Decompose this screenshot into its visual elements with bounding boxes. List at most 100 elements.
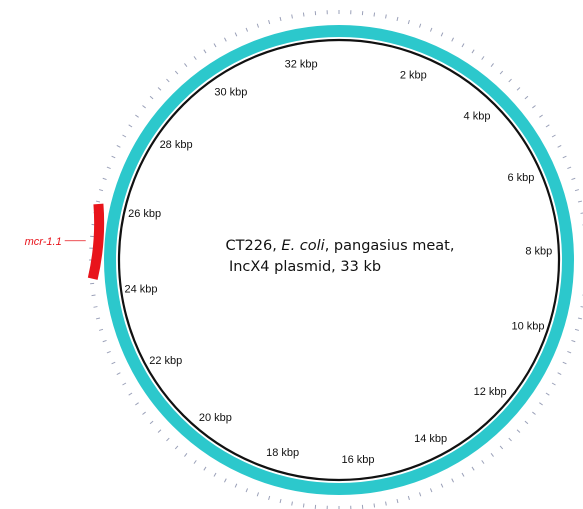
outer-tick-mark	[223, 478, 227, 483]
outer-tick-mark	[516, 87, 521, 91]
outer-tick-mark	[302, 503, 305, 508]
kbp-tick-label: 4 kbp	[464, 110, 491, 122]
kbp-tick-labels: 2 kbp 4 kbp 6 kbp 8 kbp 10 kbp 12 kbp 14 kbp 16…	[125, 59, 553, 466]
outer-tick-mark	[567, 166, 572, 170]
outer-tick-mark	[451, 478, 455, 483]
outer-tick-mark	[418, 492, 422, 497]
outer-tick-mark	[481, 460, 485, 464]
outer-tick-mark	[98, 189, 104, 192]
outer-tick-mark	[157, 429, 162, 433]
outer-tick-mark	[539, 114, 543, 118]
kbp-tick-label: 32 kbp	[285, 59, 318, 71]
outer-tick-mark	[451, 37, 455, 42]
outer-tick-mark	[193, 56, 197, 60]
outer-tick-mark	[291, 14, 293, 19]
outer-tick-mark	[106, 350, 111, 354]
outer-tick-mark	[562, 155, 567, 159]
kbp-tick-label: 14 kbp	[414, 433, 447, 445]
outer-tick-mark	[508, 78, 512, 83]
kbp-tick-label: 24 kbp	[125, 283, 158, 295]
outer-tick-mark	[551, 134, 556, 138]
kbp-tick-label: 6 kbp	[507, 172, 534, 184]
outer-tick-mark	[557, 372, 562, 376]
outer-tick-mark	[142, 411, 146, 415]
outer-tick-mark	[574, 328, 580, 331]
outer-tick-mark	[279, 16, 282, 22]
outer-tick-mark	[407, 19, 410, 25]
outer-tick-mark	[157, 87, 162, 91]
outer-tick-mark	[396, 498, 399, 504]
outer-tick-mark	[106, 166, 111, 170]
plasmid-inner-ring	[117, 38, 561, 482]
kbp-tick-label: 22 kbp	[149, 355, 182, 367]
outer-tick-mark	[490, 453, 494, 457]
outer-tick-mark	[471, 49, 475, 54]
outer-tick-mark	[135, 114, 139, 118]
outer-tick-mark	[279, 498, 282, 504]
outer-tick-mark	[499, 445, 504, 450]
outer-tick-mark	[166, 437, 170, 442]
outer-tick-mark	[516, 429, 521, 433]
outer-tick-mark	[102, 177, 107, 181]
outer-tick-mark	[429, 488, 433, 493]
outer-tick-mark	[111, 155, 116, 159]
plasmid-title-prefix: CT226,	[226, 238, 282, 254]
plasmid-title-line2: IncX4 plasmid, 33 kb	[229, 259, 381, 275]
kbp-tick-label: 12 kbp	[474, 386, 507, 398]
kbp-tick-label: 10 kbp	[511, 320, 544, 332]
outer-tick-mark	[234, 32, 238, 37]
outer-tick-mark	[122, 134, 127, 138]
outer-tick-mark	[508, 437, 512, 442]
outer-tick-mark	[532, 105, 536, 109]
kbp-tick-label: 20 kbp	[199, 412, 232, 424]
outer-tick-mark	[135, 402, 139, 406]
outer-tick-mark	[256, 492, 260, 497]
outer-tick-mark	[95, 200, 101, 203]
outer-tick-mark	[418, 23, 422, 28]
outer-tick-mark	[440, 483, 444, 488]
outer-tick-mark	[373, 503, 376, 508]
outer-tick-mark	[102, 339, 107, 343]
outer-tick-mark	[116, 144, 121, 148]
outer-tick-mark	[245, 488, 249, 493]
outer-tick-mark	[223, 37, 227, 42]
outer-tick-mark	[268, 19, 271, 25]
outer-tick-mark	[256, 23, 260, 28]
plasmid-title-suffix: , pangasius meat,	[325, 238, 455, 254]
outer-tick-mark	[174, 70, 179, 75]
kbp-tick-label: 18 kbp	[266, 447, 299, 459]
outer-tick-mark	[95, 317, 101, 320]
outer-tick-mark	[128, 124, 133, 128]
outer-tick-mark	[213, 43, 217, 48]
kbp-tick-label: 16 kbp	[341, 454, 374, 466]
outer-tick-mark	[385, 14, 387, 19]
outer-tick-mark	[545, 124, 550, 128]
kbp-tick-label: 26 kbp	[128, 208, 161, 220]
plasmid-backbone-ring	[104, 25, 574, 495]
outer-tick-mark	[574, 189, 580, 192]
outer-tick-mark	[524, 95, 529, 100]
outer-tick-mark	[557, 144, 562, 148]
outer-tick-mark	[429, 27, 433, 32]
outer-tick-mark	[174, 445, 179, 450]
outer-tick-mark	[111, 361, 116, 365]
plasmid-title-line1: CT226, E. coli, pangasius meat,	[226, 238, 455, 254]
outer-tick-mark	[461, 472, 465, 477]
outer-tick-mark	[166, 78, 170, 83]
outer-tick-mark	[407, 495, 410, 501]
outer-tick-mark	[245, 27, 249, 32]
outer-tick-mark	[373, 12, 376, 17]
outer-tick-mark	[571, 177, 576, 181]
kbp-tick-label: 30 kbp	[214, 87, 247, 99]
outer-tick-mark	[116, 372, 121, 376]
outer-tick-mark	[571, 339, 576, 343]
outer-tick-mark	[562, 361, 567, 365]
outer-tick-mark	[440, 32, 444, 37]
outer-tick-mark	[142, 105, 146, 109]
outer-tick-mark	[545, 392, 550, 396]
outer-tick-mark	[98, 328, 104, 331]
gene-arc-mcr-1.1	[87, 203, 105, 280]
outer-tick-mark	[499, 70, 504, 75]
outer-tick-mark	[302, 12, 305, 17]
